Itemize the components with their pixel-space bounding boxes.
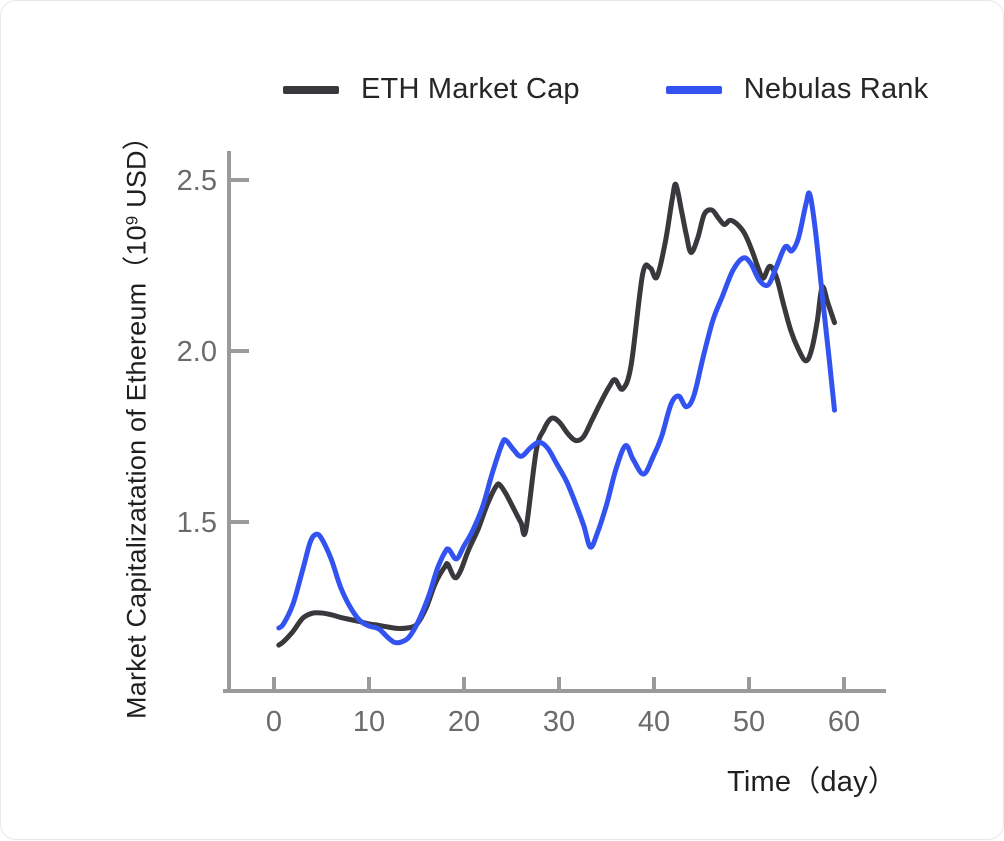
y-axis-title-unit: USD） [122,123,152,216]
y-axis-title-text: Market Capitalizatation of Ethereum（10 [122,225,152,719]
x-tick-label: 0 [266,706,282,738]
x-tick-label: 40 [638,706,670,738]
legend-item-nebulas-rank[interactable]: Nebulas Rank [666,73,929,106]
eth-market-cap-line [279,184,835,645]
x-axis-title: Time（day） [727,758,897,800]
legend-label-eth: ETH Market Cap [361,73,580,106]
legend-item-eth-market-cap[interactable]: ETH Market Cap [283,73,580,106]
legend: ETH Market Cap Nebulas Rank [283,73,928,106]
y-tick-label: 2.0 [177,336,217,368]
x-tick-label: 10 [353,706,385,738]
x-tick-label: 50 [733,706,765,738]
legend-label-nebulas: Nebulas Rank [744,73,929,106]
nebulas-line-swatch-icon [666,86,722,94]
y-tick-label: 1.5 [177,507,217,539]
y-axis-title: Market Capitalizatation of Ethereum（109 … [115,123,154,719]
x-tick-label: 30 [543,706,575,738]
x-tick-label: 60 [828,706,860,738]
y-axis-title-superscript: 9 [122,216,141,226]
y-tick-label: 2.5 [177,165,217,197]
x-tick-label: 20 [448,706,480,738]
eth-line-swatch-icon [283,86,339,94]
